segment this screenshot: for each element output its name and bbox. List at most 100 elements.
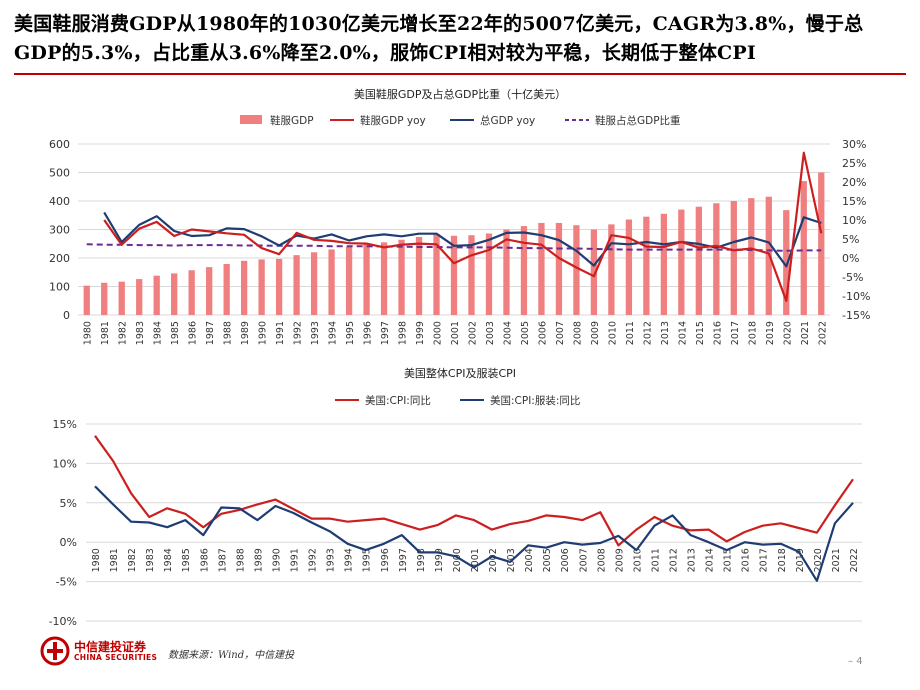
chart1-bar	[153, 275, 160, 315]
data-source: 数据来源：Wind，中信建投	[168, 650, 295, 661]
chart1-x-tick-label: 1988	[223, 321, 234, 345]
chart1-bar	[450, 235, 458, 315]
chart1-bar	[275, 258, 283, 315]
logo-text-cn: 中信建投证券	[74, 640, 147, 654]
chart1-x-tick-label: 2008	[572, 321, 583, 345]
chart2-x-tick-label: 2019	[795, 548, 806, 572]
chart1-bar	[433, 234, 440, 315]
chart2-x-tick-label: 1980	[91, 548, 102, 572]
chart1-x-tick-label: 1989	[240, 321, 251, 345]
chart1-x-tick-label: 2021	[800, 321, 811, 345]
chart2-x-tick-label: 1986	[199, 548, 210, 572]
company-logo: 中信建投证券 CHINA SECURITIES	[40, 636, 175, 666]
chart1-bar	[695, 206, 702, 315]
chart1-x-tick-label: 1985	[170, 321, 181, 345]
chart1-bar	[415, 236, 423, 315]
chart1-x-tick-label: 2020	[782, 321, 793, 345]
chart1-bar	[608, 224, 615, 315]
chart2-x-tick-label: 2004	[524, 548, 535, 572]
chart1-x-tick-label: 2010	[607, 321, 618, 345]
chart1-bar	[328, 249, 335, 315]
chart1-bar	[590, 229, 598, 315]
chart2-x-tick-label: 2008	[596, 548, 607, 572]
chart1-x-tick-label: 1980	[83, 321, 94, 345]
chart1-x-tick-label: 1999	[415, 321, 426, 345]
chart1-x-tick-label: 2013	[660, 321, 671, 345]
chart1-bar	[345, 246, 353, 315]
chart1-y-right-tick-label: -10%	[842, 290, 870, 303]
chart1-title: 美国鞋服GDP及占总GDP比重（十亿美元）	[353, 88, 567, 101]
chart2-x-tick-label: 1999	[434, 548, 445, 572]
chart1-series-line-3	[86, 243, 822, 252]
chart1-y-right-tick-label: 0%	[842, 252, 859, 265]
chart1-x-tick-label: 2005	[520, 321, 531, 345]
chart1-x-tick-label: 2000	[433, 321, 444, 345]
chart2-x-tick-label: 1985	[181, 548, 192, 572]
chart1-bar	[520, 226, 528, 315]
chart2-y-tick-label: -10%	[49, 615, 77, 628]
chart2-x-tick-label: 1988	[235, 548, 246, 572]
chart2-title: 美国整体CPI及服装CPI	[403, 367, 517, 380]
chart2-x-tick-label: 1997	[398, 548, 409, 572]
chart2-legend-label: 美国:CPI:服装:同比	[490, 394, 580, 407]
chart2-x-tick-label: 1984	[163, 548, 174, 572]
chart1-bar	[643, 216, 650, 315]
chart2-x-tick-label: 1994	[344, 548, 355, 572]
chart1-bar	[118, 281, 125, 315]
chart1-bar	[310, 252, 318, 315]
chart1-bar	[800, 181, 807, 315]
chart2-x-tick-label: 1990	[271, 548, 282, 572]
chart1-bar	[240, 260, 248, 315]
chart2-series-line-1	[94, 485, 854, 582]
chart2-x-tick-label: 2001	[470, 548, 481, 572]
logo-text-en: CHINA SECURITIES	[74, 653, 158, 662]
chart1-bar	[730, 201, 737, 315]
chart1-x-tick-label: 1997	[380, 321, 391, 345]
chart1-x-tick-label: 2001	[450, 321, 461, 345]
chart1-y-right-tick-label: -15%	[842, 309, 870, 322]
chart1-bar	[206, 267, 213, 315]
chart2-x-tick-label: 2016	[741, 548, 752, 572]
chart1-y-right-tick-label: 30%	[842, 138, 866, 151]
chart1-y-right-tick-label: 25%	[842, 157, 866, 170]
chart1-x-tick-label: 2016	[712, 321, 723, 345]
chart1-x-tick-label: 2012	[642, 321, 653, 345]
chart1-y-left-tick-label: 0	[63, 309, 70, 322]
chart1-bar	[258, 259, 265, 315]
chart1-x-tick-label: 1996	[363, 321, 374, 345]
chart1-bar	[573, 225, 580, 315]
chart1-series-line-2	[103, 211, 822, 268]
chart1-x-tick-label: 1998	[398, 321, 409, 345]
chart2-x-tick-label: 2006	[560, 548, 571, 572]
chart1-x-tick-label: 1993	[310, 321, 321, 345]
chart1-y-right-tick-label: 20%	[842, 176, 866, 189]
headline-rule	[14, 73, 906, 75]
chart1-x-tick-label: 2003	[485, 321, 496, 345]
chart2-x-tick-label: 2002	[488, 548, 499, 572]
chart1-x-tick-label: 2004	[502, 321, 513, 345]
chart2-x-tick-label: 2011	[650, 548, 661, 572]
chart2-x-tick-label: 2020	[813, 548, 824, 572]
chart1-y-left-tick-label: 400	[49, 195, 70, 208]
chart2-y-tick-label: 0%	[60, 536, 77, 549]
chart1-y-left-tick-label: 200	[49, 252, 70, 265]
chart1-bar	[503, 229, 510, 315]
chart2-x-tick-label: 1983	[145, 548, 156, 572]
chart2-x-tick-label: 2000	[452, 548, 463, 572]
chart1-x-tick-label: 1982	[118, 321, 129, 345]
chart2-x-tick-label: 2022	[849, 548, 860, 572]
chart2-x-tick-label: 1987	[217, 548, 228, 572]
chart1-x-tick-label: 2007	[555, 321, 566, 345]
chart1-x-tick-label: 1987	[205, 321, 216, 345]
chart2-x-tick-label: 1991	[290, 548, 301, 572]
chart2-x-tick-label: 2010	[632, 548, 643, 572]
page-number: – 4	[848, 656, 863, 667]
chart2-y-tick-label: 10%	[53, 457, 77, 470]
chart1-bar	[783, 210, 790, 315]
chart2-x-tick-label: 2018	[777, 548, 788, 572]
page-number-value: 4	[856, 656, 863, 667]
chart1-x-tick-label: 1986	[188, 321, 199, 345]
chart1-x-tick-label: 2009	[590, 321, 601, 345]
chart1-bar	[748, 198, 755, 315]
